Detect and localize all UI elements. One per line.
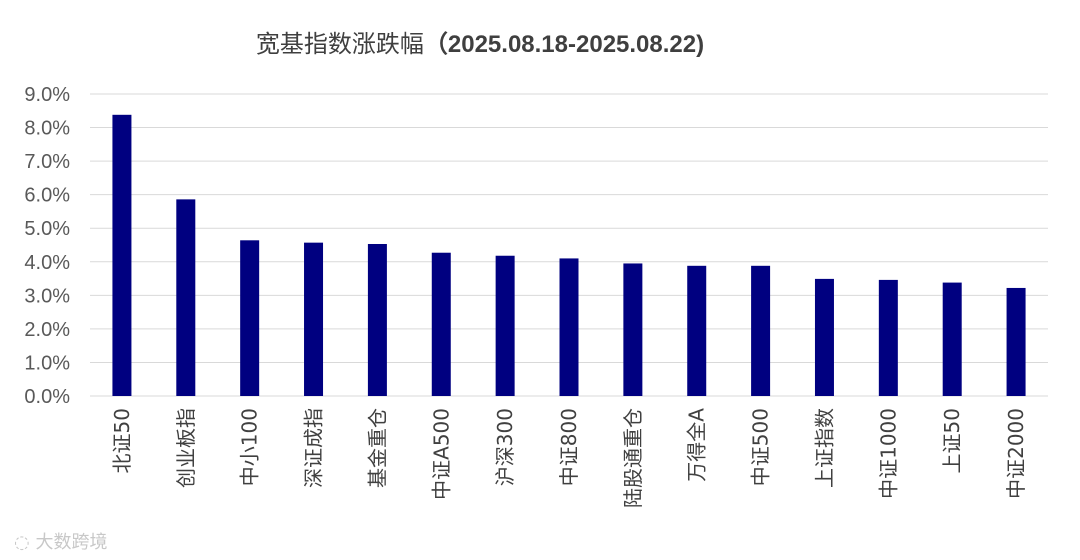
x-category-label: 陆股通重仓 (621, 408, 645, 508)
x-category-label: 北证50 (110, 408, 134, 473)
x-category-label: 上证指数 (812, 408, 836, 488)
chart-title-range: （2025.08.18-2025.08.22) (423, 31, 705, 58)
y-tick-label: 2.0% (24, 319, 70, 341)
watermark-icon: ◌ (14, 532, 30, 553)
bar (623, 263, 643, 396)
bar (304, 242, 324, 396)
bar (176, 199, 196, 396)
bar (367, 243, 387, 396)
bar (687, 265, 707, 396)
chart-title: 宽基指数涨跌幅（2025.08.18-2025.08.22) (0, 24, 960, 59)
y-tick-label: 0.0% (24, 386, 70, 408)
bar (814, 278, 834, 396)
y-tick-label: 4.0% (24, 252, 70, 274)
x-category-label: 中证800 (557, 408, 581, 486)
watermark-text: 大数跨境 (35, 532, 108, 553)
bar (751, 265, 771, 396)
x-category-label: 中证500 (749, 408, 773, 486)
y-tick-label: 3.0% (24, 285, 70, 307)
chart-title-main: 宽基指数涨跌幅 (255, 30, 424, 58)
bar (112, 114, 132, 396)
bar (942, 282, 962, 396)
bar (1006, 287, 1026, 396)
y-tick-label: 8.0% (24, 118, 70, 140)
watermark-logo: ◌ 大数跨境 (14, 528, 107, 554)
x-category-label: 深证成指 (302, 408, 326, 488)
bar (240, 240, 260, 396)
x-category-label: 基金重仓 (365, 408, 389, 488)
x-category-label: 中小100 (238, 408, 262, 486)
x-category-label: 上证50 (940, 408, 964, 473)
x-category-label: 中证A500 (429, 408, 453, 500)
y-tick-label: 1.0% (24, 352, 70, 374)
x-category-label: 中证1000 (876, 408, 900, 499)
bar (878, 279, 898, 396)
x-category-label: 万得全A (685, 408, 709, 482)
x-category-label: 创业板指 (174, 408, 198, 488)
y-tick-label: 5.0% (24, 218, 70, 240)
y-tick-label: 6.0% (24, 185, 70, 207)
y-tick-label: 7.0% (24, 151, 70, 173)
bar (559, 258, 579, 396)
x-category-label: 沪深300 (493, 408, 517, 486)
bar (431, 252, 451, 396)
x-category-label: 中证2000 (1004, 408, 1028, 499)
bar (495, 255, 515, 396)
y-tick-label: 9.0% (24, 84, 70, 106)
